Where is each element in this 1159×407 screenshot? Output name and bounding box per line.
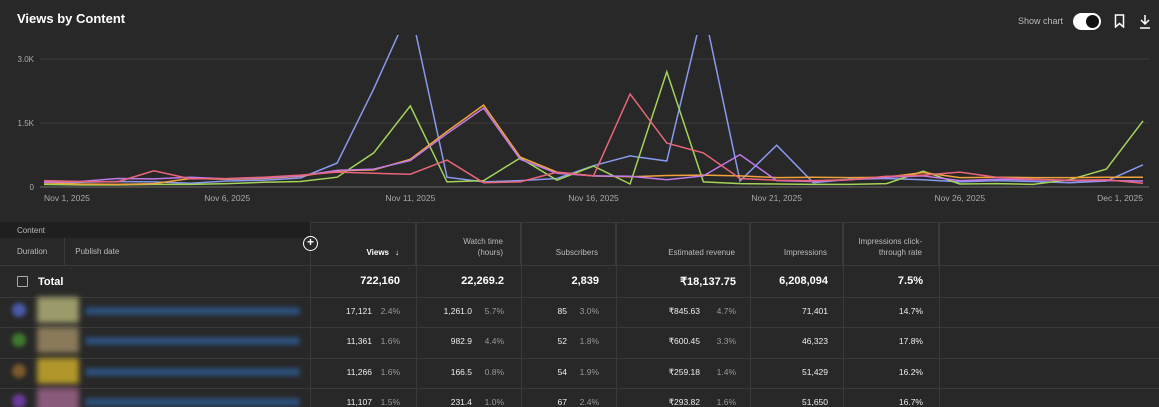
- total-label: Total: [38, 276, 64, 288]
- total-watch-time: 22,269.2: [461, 275, 504, 287]
- subscribers-column-header[interactable]: Subscribers: [521, 222, 616, 265]
- ctr-column-header[interactable]: Impressions click-through rate: [843, 222, 939, 265]
- toggle-knob: [1086, 14, 1099, 28]
- views-percent: 2.4%: [380, 306, 400, 316]
- content-table: Content Duration Publish date + Views ↓ …: [0, 222, 1159, 407]
- row-color-indicator[interactable]: [12, 333, 26, 347]
- x-tick-label: Nov 26, 2025: [935, 193, 986, 203]
- video-thumbnail[interactable]: [37, 358, 79, 384]
- views-value: 11,361: [346, 336, 372, 346]
- views-percent: 1.5%: [380, 397, 400, 407]
- revenue-value: ₹259.18: [668, 367, 700, 377]
- download-button[interactable]: [1137, 12, 1153, 30]
- sort-down-arrow-icon: ↓: [395, 248, 399, 257]
- watch-time-value: 982.9: [450, 336, 472, 346]
- revenue-percent: 4.7%: [716, 306, 736, 316]
- chart-title: Views by Content: [17, 11, 126, 26]
- revenue-value: ₹600.45: [668, 336, 700, 346]
- ctr-value: 17.8%: [898, 336, 923, 346]
- watch-time-value: 166.5: [450, 367, 472, 377]
- y-tick-label: 1.5K: [18, 119, 35, 128]
- show-chart-label: Show chart: [1017, 16, 1063, 26]
- subscribers-value: 67: [557, 397, 567, 407]
- views-header-label: Views: [366, 248, 389, 257]
- subscribers-value: 85: [557, 306, 567, 316]
- subscribers-value: 52: [557, 336, 567, 346]
- select-all-checkbox[interactable]: [17, 276, 28, 287]
- y-tick-label: 0: [30, 183, 35, 192]
- total-revenue: ₹18,137.75: [680, 276, 736, 288]
- revenue-percent: 1.4%: [716, 367, 736, 377]
- y-tick-label: 3.0K: [18, 55, 35, 64]
- video-thumbnail[interactable]: [37, 297, 79, 323]
- download-icon: [1140, 14, 1150, 29]
- revenue-percent: 3.3%: [716, 336, 736, 346]
- revenue-percent: 1.6%: [716, 397, 736, 407]
- row-color-indicator[interactable]: [12, 303, 26, 317]
- ctr-value: 16.2%: [898, 367, 923, 377]
- add-column-button[interactable]: +: [303, 236, 318, 251]
- ctr-value: 14.7%: [898, 306, 923, 316]
- watch-time-percent: 0.8%: [484, 367, 504, 377]
- revenue-value: ₹293.82: [668, 397, 700, 407]
- publish-date-header[interactable]: Publish date: [75, 247, 120, 256]
- x-tick-label: Nov 1, 2025: [44, 193, 90, 203]
- views-column-header[interactable]: Views ↓: [310, 222, 416, 265]
- revenue-value: ₹845.63: [668, 306, 700, 316]
- video-thumbnail[interactable]: [37, 388, 79, 407]
- series-line-3[interactable]: [43, 104, 1143, 186]
- show-chart-toggle[interactable]: [1073, 12, 1101, 30]
- video-title-link[interactable]: [85, 337, 300, 345]
- video-title-link[interactable]: [85, 398, 300, 406]
- x-tick-label: Dec 1, 2025: [1097, 193, 1143, 203]
- impressions-column-header[interactable]: Impressions: [750, 222, 843, 265]
- row-color-indicator[interactable]: [12, 394, 26, 407]
- x-tick-label: Nov 21, 2025: [751, 193, 802, 203]
- views-value: 17,121: [346, 306, 372, 316]
- total-ctr: 7.5%: [897, 275, 923, 287]
- line-chart: 0 1.5K 3.0K Nov 1, 2025 Nov 6, 2025 Nov 11, 2…: [18, 30, 1149, 203]
- revenue-column-header[interactable]: Estimated revenue: [616, 222, 750, 265]
- series-line-2[interactable]: [43, 69, 1144, 186]
- x-tick-label: Nov 11, 2025: [385, 193, 435, 203]
- x-tick-label: Nov 6, 2025: [204, 193, 250, 203]
- content-header: Content: [0, 222, 310, 238]
- watch-time-column-header[interactable]: Watch time (hours): [416, 222, 521, 265]
- bookmark-button[interactable]: [1111, 12, 1127, 30]
- series-line-4[interactable]: [43, 107, 1144, 184]
- watch-time-percent: 5.7%: [484, 306, 504, 316]
- impressions-value: 51,650: [802, 397, 828, 407]
- watch-time-percent: 4.4%: [484, 336, 504, 346]
- subscribers-percent: 1.9%: [579, 367, 599, 377]
- x-tick-label: Nov 16, 2025: [568, 193, 619, 203]
- ctr-value: 16.7%: [898, 397, 923, 407]
- duration-header[interactable]: Duration: [0, 238, 66, 265]
- row-color-indicator[interactable]: [12, 364, 26, 378]
- series-line-5[interactable]: [43, 92, 1144, 184]
- views-percent: 1.6%: [380, 336, 400, 346]
- subscribers-value: 54: [557, 367, 567, 377]
- views-percent: 1.6%: [380, 367, 400, 377]
- total-impressions: 6,208,094: [779, 275, 828, 287]
- total-subscribers: 2,839: [571, 275, 599, 287]
- views-value: 11,107: [346, 397, 372, 407]
- video-title-link[interactable]: [85, 307, 300, 315]
- bookmark-icon: [1114, 14, 1124, 28]
- watch-time-value: 1,261.0: [443, 306, 472, 316]
- video-title-link[interactable]: [85, 368, 300, 376]
- video-thumbnail[interactable]: [37, 327, 79, 353]
- impressions-value: 71,401: [802, 306, 828, 316]
- subscribers-percent: 3.0%: [579, 306, 599, 316]
- impressions-value: 51,429: [802, 367, 828, 377]
- impressions-value: 46,323: [802, 336, 828, 346]
- views-value: 11,266: [346, 367, 372, 377]
- subscribers-percent: 2.4%: [579, 397, 599, 407]
- total-views: 722,160: [360, 275, 400, 287]
- watch-time-percent: 1.0%: [484, 397, 504, 407]
- watch-time-value: 231.4: [450, 397, 472, 407]
- subscribers-percent: 1.8%: [579, 336, 599, 346]
- chart-controls: Show chart: [1018, 12, 1153, 30]
- series-line-1[interactable]: [43, 30, 1144, 184]
